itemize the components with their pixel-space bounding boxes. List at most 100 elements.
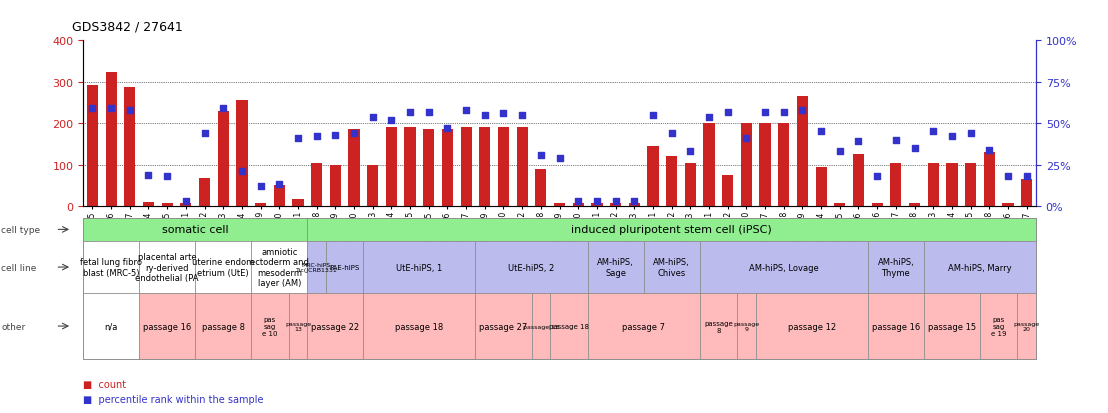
Point <box>738 135 756 142</box>
Point <box>196 131 214 137</box>
Point <box>774 109 792 116</box>
Bar <box>86 85 98 206</box>
Bar <box>984 153 995 206</box>
Bar <box>293 200 304 206</box>
Text: passage 16: passage 16 <box>143 322 192 331</box>
Bar <box>927 164 938 206</box>
Point <box>793 107 811 114</box>
Bar <box>909 203 920 206</box>
Text: passage 8: passage 8 <box>202 322 245 331</box>
Text: amniotic
ectoderm and
mesoderm
layer (AM): amniotic ectoderm and mesoderm layer (AM… <box>249 247 309 287</box>
Point <box>700 114 718 121</box>
Text: passage 27: passage 27 <box>480 322 527 331</box>
Text: UtE-hiPS, 2: UtE-hiPS, 2 <box>509 263 555 272</box>
Point <box>513 112 531 119</box>
Bar <box>628 203 640 206</box>
Point <box>663 131 680 137</box>
Text: ■  percentile rank within the sample: ■ percentile rank within the sample <box>83 394 264 404</box>
Bar <box>759 124 771 206</box>
Bar <box>704 124 715 206</box>
Point <box>83 106 101 112</box>
Point <box>924 129 942 135</box>
Bar <box>741 124 752 206</box>
Point <box>681 149 699 155</box>
Bar <box>946 164 957 206</box>
Bar <box>516 128 527 206</box>
Text: pas
sag
e 19: pas sag e 19 <box>991 316 1006 336</box>
Text: other: other <box>1 322 25 331</box>
Text: MRC-hiPS,
Tic(JCRB1331: MRC-hiPS, Tic(JCRB1331 <box>296 262 338 273</box>
Text: induced pluripotent stem cell (iPSC): induced pluripotent stem cell (iPSC) <box>572 225 772 235</box>
Bar <box>890 163 902 206</box>
Bar <box>181 204 192 206</box>
Text: AM-hiPS,
Thyme: AM-hiPS, Thyme <box>878 258 914 277</box>
Point <box>812 129 830 135</box>
Point <box>551 155 568 162</box>
Point <box>102 106 120 112</box>
Text: cell type: cell type <box>1 225 40 234</box>
Text: n/a: n/a <box>104 322 117 331</box>
Text: passage 7: passage 7 <box>622 322 665 331</box>
Bar <box>330 165 341 206</box>
Bar <box>255 203 266 206</box>
Text: passage
13: passage 13 <box>285 321 311 332</box>
Text: PAE-hiPS: PAE-hiPS <box>329 264 360 271</box>
Text: passage 18: passage 18 <box>548 323 588 329</box>
Point <box>981 147 998 154</box>
Text: passage 18: passage 18 <box>396 322 443 331</box>
Bar <box>311 164 322 206</box>
Point <box>346 131 363 137</box>
Bar <box>217 112 229 206</box>
Point <box>363 114 381 121</box>
Bar <box>834 203 845 206</box>
Point <box>140 172 157 178</box>
Bar <box>965 164 976 206</box>
Text: AM-hiPS,
Chives: AM-hiPS, Chives <box>654 258 690 277</box>
Bar <box>535 169 546 206</box>
Bar <box>647 147 658 206</box>
Point <box>869 173 886 180</box>
Point <box>177 198 195 205</box>
Bar <box>143 202 154 206</box>
Text: AM-hiPS, Lovage: AM-hiPS, Lovage <box>749 263 819 272</box>
Text: somatic cell: somatic cell <box>162 225 228 235</box>
Text: GDS3842 / 27641: GDS3842 / 27641 <box>72 20 183 33</box>
Point <box>458 107 475 114</box>
Bar <box>124 88 135 206</box>
Point <box>1018 173 1036 180</box>
Text: uterine endom
etrium (UtE): uterine endom etrium (UtE) <box>192 258 255 277</box>
Point <box>158 173 176 180</box>
Text: passage 13: passage 13 <box>523 324 558 329</box>
Point <box>644 112 661 119</box>
Bar <box>423 130 434 206</box>
Text: fetal lung fibro
blast (MRC-5): fetal lung fibro blast (MRC-5) <box>80 258 142 277</box>
Point <box>476 112 494 119</box>
Text: pas
sag
e 10: pas sag e 10 <box>263 316 278 336</box>
Text: AM-hiPS,
Sage: AM-hiPS, Sage <box>597 258 634 277</box>
Point <box>401 109 419 116</box>
Point <box>905 145 923 152</box>
Text: UtE-hiPS, 1: UtE-hiPS, 1 <box>397 263 442 272</box>
Point <box>756 109 773 116</box>
Point <box>943 134 961 140</box>
Bar <box>592 203 603 206</box>
Point <box>850 139 868 145</box>
Point <box>252 183 269 190</box>
Point <box>270 182 288 188</box>
Bar <box>573 203 584 206</box>
Bar <box>348 130 360 206</box>
Bar <box>479 128 491 206</box>
Point <box>719 109 737 116</box>
Point <box>121 107 138 114</box>
Text: passage
20: passage 20 <box>1014 321 1039 332</box>
Bar <box>461 128 472 206</box>
Bar <box>815 167 827 206</box>
Bar <box>611 203 622 206</box>
Point <box>570 198 587 205</box>
Bar <box>386 128 397 206</box>
Bar <box>797 97 808 206</box>
Bar <box>367 165 378 206</box>
Text: AM-hiPS, Marry: AM-hiPS, Marry <box>948 263 1012 272</box>
Bar <box>685 163 696 206</box>
Point <box>625 198 643 205</box>
